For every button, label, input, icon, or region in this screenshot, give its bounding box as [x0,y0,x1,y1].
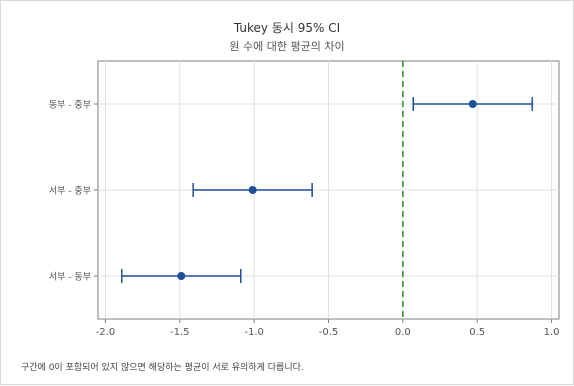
x-tick-label: 0.0 [395,327,411,338]
mean-difference-point [248,186,257,194]
mean-difference-point [177,272,186,280]
x-tick-label: 0.5 [469,327,485,338]
category-label: 서부 - 동부 [49,272,91,283]
mean-difference-point [468,100,477,108]
chart-subtitle: 원 수에 대한 평균의 차이 [229,40,345,53]
x-tick-label: -1.5 [170,327,190,338]
chart-footnote: 구간에 0이 포함되어 있지 않으면 해당하는 평균이 서로 유의하게 다릅니다… [21,363,304,373]
chart-title: Tukey 동시 95% CI [233,21,341,35]
x-tick-label: -1.0 [244,327,264,338]
x-tick-label: -0.5 [319,327,339,338]
category-label: 서부 - 중부 [49,186,91,197]
category-label: 동부 - 중부 [49,100,91,111]
x-tick-label: 1.0 [544,327,560,338]
x-tick-label: -2.0 [96,327,116,338]
